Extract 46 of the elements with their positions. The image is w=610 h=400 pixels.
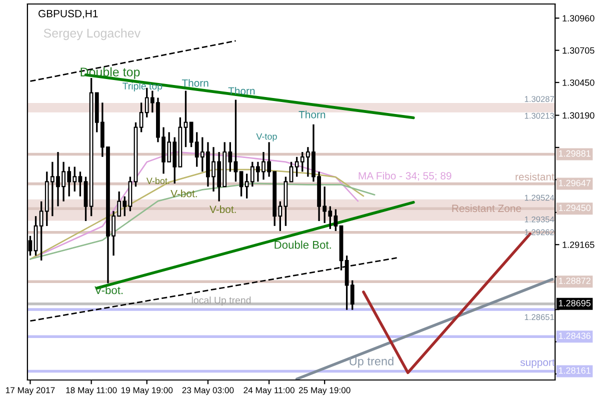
candlestick	[239, 170, 244, 198]
candlestick	[184, 90, 188, 148]
annotation: Triple top	[122, 82, 162, 92]
ref-line-label: 1.28436	[558, 332, 590, 340]
ref-line-label: 1.29450	[558, 204, 591, 212]
candlestick	[334, 208, 338, 232]
ref-line-label: 1.29647	[558, 180, 590, 186]
y-tick-label: 1.30960	[562, 15, 594, 22]
annotation: Up trend	[350, 356, 394, 368]
ref-line-label: 1.28872	[558, 278, 590, 284]
x-tick-label: 19 May 19:00	[121, 387, 173, 395]
annotation: V-bot.	[170, 190, 197, 198]
ref-line-label: 1.28161	[558, 367, 590, 374]
annotation: V-bot.	[210, 205, 236, 214]
annotation: 1.30287	[524, 96, 554, 102]
x-tick-label: 23 May 03:00	[182, 387, 234, 395]
y-tick-label: 1.29165	[562, 242, 594, 248]
annotation: Thorn	[182, 79, 208, 87]
x-tick-label: 17 May 2017	[6, 387, 55, 395]
annotation: 1.29354	[524, 216, 554, 222]
y-tick-label: 1.30705	[562, 47, 594, 54]
x-tick-label: 24 May 11:00	[244, 387, 294, 395]
chart-title: GBPUSD,H1	[38, 10, 98, 19]
annotation: MA Fibo - 34; 55; 89	[358, 172, 452, 181]
ref-line-label: 1.29881	[558, 150, 590, 157]
annotation: Resistant Zone	[452, 204, 522, 212]
annotation: Double top	[80, 67, 140, 79]
y-tick-label: 1.30450	[562, 79, 594, 86]
annotation: V-top	[256, 133, 277, 142]
annotation: Thorn	[228, 86, 255, 95]
annotation: V-bot.	[94, 286, 123, 294]
annotation: 1.29262	[524, 229, 554, 236]
candlestick	[289, 161, 294, 182]
candlestick	[78, 170, 82, 198]
annotation: Double Bot.	[274, 240, 331, 249]
y-tick-label: 1.30190	[562, 112, 594, 119]
x-tick-label: 18 May 11:00	[66, 387, 117, 395]
x-tick-label: 25 May 19:00	[298, 387, 350, 395]
annotation: 1.30213	[524, 112, 554, 119]
annotation: Thorn	[298, 110, 326, 118]
annotation: 1.29524	[524, 194, 554, 201]
annotation: resistant	[516, 172, 554, 180]
annotation: V-bot.	[146, 177, 170, 184]
ref-line-label: 1.28695	[558, 300, 591, 306]
annotation: 1.28651	[524, 314, 554, 320]
candlestick	[189, 122, 194, 148]
